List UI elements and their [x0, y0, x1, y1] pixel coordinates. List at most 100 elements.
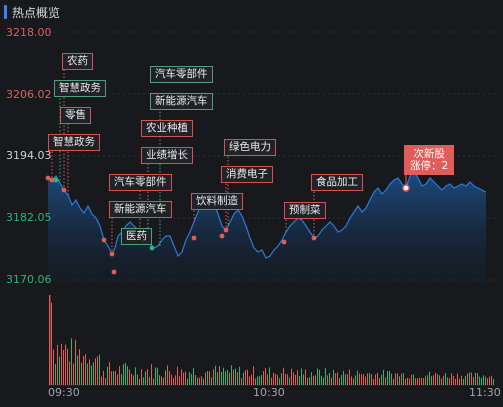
- volume-bar: [129, 369, 130, 385]
- volume-bar: [275, 373, 276, 385]
- volume-bar: [119, 366, 120, 385]
- volume-bar: [219, 366, 220, 385]
- volume-bar: [83, 356, 84, 385]
- volume-bar: [397, 373, 398, 385]
- tag-new-energy-vehicle-2[interactable]: 新能源汽车: [109, 201, 172, 218]
- volume-bar: [203, 378, 204, 385]
- tag-marker: [45, 175, 51, 181]
- volume-bar: [377, 372, 378, 385]
- volume-bar: [445, 373, 446, 385]
- x-tick-label: 09:30: [48, 386, 80, 399]
- volume-bar: [239, 366, 240, 385]
- tag-medicine[interactable]: 医药: [121, 228, 152, 245]
- volume-bar: [487, 378, 488, 385]
- tag-retail[interactable]: 零售: [60, 107, 91, 124]
- tag-earnings-growth[interactable]: 业绩增长: [141, 147, 193, 164]
- volume-bar: [411, 374, 412, 385]
- tag-new-stock-highlight[interactable]: 次新股 涨停：2: [404, 145, 455, 175]
- volume-bar: [391, 373, 392, 385]
- tag-smart-gov-2[interactable]: 智慧政务: [48, 134, 100, 151]
- volume-bar: [147, 369, 148, 385]
- volume-bar: [217, 372, 218, 385]
- volume-bar: [399, 376, 400, 385]
- volume-bar: [287, 374, 288, 385]
- volume-bar: [325, 368, 326, 385]
- volume-bar: [243, 372, 244, 385]
- volume-bar: [333, 369, 334, 385]
- volume-bar: [447, 377, 448, 385]
- volume-bar: [473, 376, 474, 385]
- volume-bar: [425, 376, 426, 385]
- y-tick-label: 3218.00: [6, 26, 52, 39]
- volume-bar: [175, 375, 176, 385]
- volume-bar: [483, 375, 484, 385]
- volume-bar: [53, 349, 54, 385]
- volume-bar: [307, 377, 308, 385]
- volume-bar: [87, 363, 88, 385]
- volume-bar: [315, 375, 316, 385]
- volume-bar: [123, 364, 124, 385]
- volume-bar: [291, 368, 292, 385]
- volume-bar: [433, 375, 434, 385]
- volume-bar: [159, 375, 160, 385]
- volume-bar: [109, 362, 110, 385]
- volume-bar: [149, 376, 150, 385]
- volume-bar: [313, 375, 314, 385]
- volume-bar: [221, 371, 222, 385]
- volume-bar: [99, 354, 100, 385]
- volume-bar: [393, 378, 394, 385]
- volume-bar: [115, 371, 116, 385]
- volume-bar: [213, 369, 214, 385]
- tag-beverage[interactable]: 饮料制造: [191, 193, 243, 210]
- tag-food-processing[interactable]: 食品加工: [311, 174, 363, 191]
- volume-bar: [253, 366, 254, 385]
- tag-auto-parts-2[interactable]: 汽车零部件: [109, 174, 172, 191]
- title-accent-bar: [4, 5, 7, 19]
- volume-bar: [435, 372, 436, 385]
- tag-green-power[interactable]: 绿色电力: [224, 139, 276, 156]
- tag-pesticide[interactable]: 农药: [62, 53, 93, 70]
- volume-bar: [179, 376, 180, 385]
- tag-smart-gov[interactable]: 智慧政务: [54, 80, 106, 97]
- volume-bar: [279, 378, 280, 385]
- volume-bar: [211, 377, 212, 385]
- volume-bar: [259, 375, 260, 385]
- volume-bar: [303, 374, 304, 385]
- tag-agriculture[interactable]: 农业种植: [141, 120, 193, 137]
- volume-bar: [265, 368, 266, 385]
- volume-bar: [355, 375, 356, 385]
- volume-bar: [155, 367, 156, 385]
- tag-new-energy-vehicle[interactable]: 新能源汽车: [150, 93, 213, 110]
- volume-bar: [311, 372, 312, 385]
- volume-bar: [383, 369, 384, 385]
- volume-bar: [177, 366, 178, 385]
- volume-bar: [187, 378, 188, 385]
- volume-bar: [199, 377, 200, 385]
- volume-bar: [69, 361, 70, 385]
- volume-bar: [491, 375, 492, 385]
- volume-bar: [205, 372, 206, 385]
- volume-bar: [431, 376, 432, 385]
- volume-bar: [171, 374, 172, 385]
- volume-bar: [127, 366, 128, 385]
- volume-bar: [93, 362, 94, 385]
- volume-bar: [423, 378, 424, 385]
- volume-bar: [223, 367, 224, 385]
- volume-bar: [235, 368, 236, 385]
- volume-bar: [427, 375, 428, 385]
- volume-bar: [429, 371, 430, 385]
- volume-bar: [309, 377, 310, 385]
- volume-bar: [63, 349, 64, 385]
- tag-prepared-food[interactable]: 预制菜: [284, 202, 326, 219]
- volume-bar: [193, 368, 194, 385]
- index-area: [48, 170, 486, 284]
- volume-bar: [475, 372, 476, 385]
- tag-marker: [111, 269, 117, 275]
- volume-bar: [327, 375, 328, 385]
- volume-bar: [201, 376, 202, 385]
- tag-consumer-electronics[interactable]: 消费电子: [221, 166, 273, 183]
- volume-bar: [73, 363, 74, 385]
- volume-bar: [225, 371, 226, 385]
- tag-auto-parts[interactable]: 汽车零部件: [150, 66, 213, 83]
- volume-bar: [67, 348, 68, 385]
